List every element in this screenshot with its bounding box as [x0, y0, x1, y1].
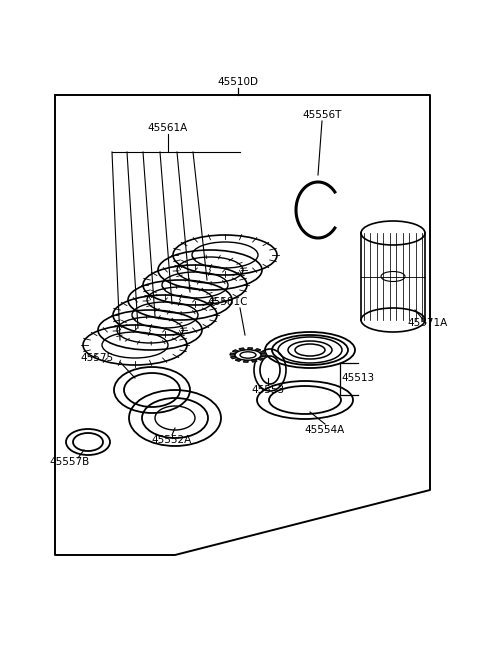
Polygon shape — [230, 353, 236, 355]
Text: 45557B: 45557B — [50, 457, 90, 467]
Polygon shape — [252, 359, 257, 362]
Polygon shape — [261, 355, 266, 357]
Polygon shape — [232, 350, 239, 352]
Text: 45513: 45513 — [341, 373, 374, 383]
Text: 45581C: 45581C — [208, 297, 248, 307]
Text: 45553: 45553 — [252, 385, 285, 395]
Polygon shape — [243, 360, 248, 362]
Text: 45510D: 45510D — [217, 77, 259, 87]
Polygon shape — [235, 359, 241, 361]
Polygon shape — [257, 358, 264, 360]
Polygon shape — [230, 356, 237, 359]
Text: 45571A: 45571A — [408, 318, 448, 328]
Text: 45552A: 45552A — [152, 435, 192, 445]
Polygon shape — [239, 348, 245, 350]
Polygon shape — [248, 348, 252, 350]
Text: 45554A: 45554A — [305, 425, 345, 435]
Text: 45556T: 45556T — [302, 110, 342, 120]
Polygon shape — [254, 349, 261, 352]
Ellipse shape — [235, 350, 261, 360]
Text: 45561A: 45561A — [148, 123, 188, 133]
Polygon shape — [259, 352, 265, 354]
Text: 45575: 45575 — [81, 353, 114, 363]
